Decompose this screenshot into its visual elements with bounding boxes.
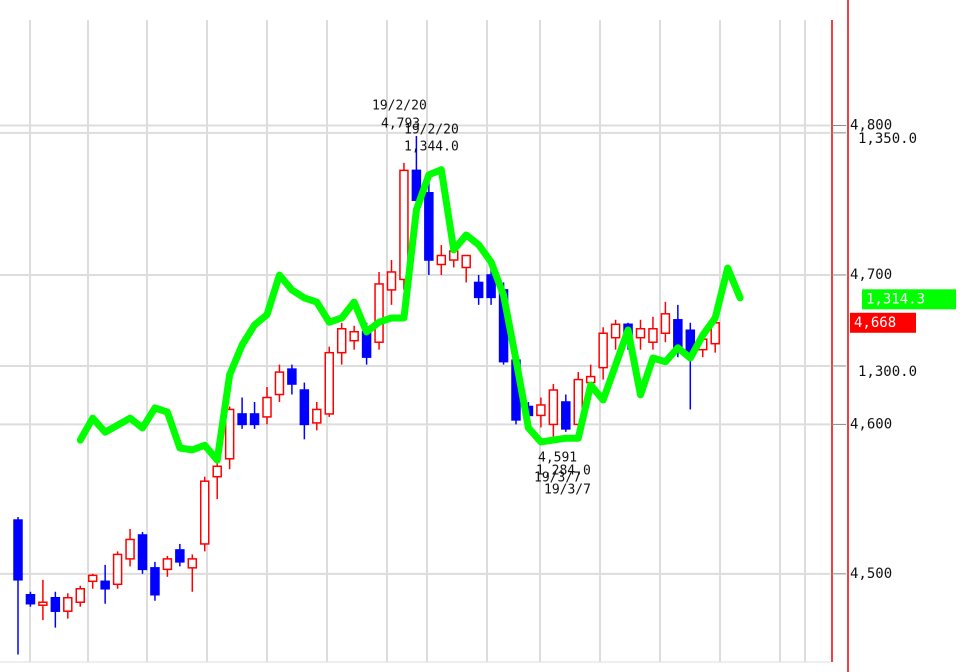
- candle-body: [635, 328, 646, 339]
- candle-body: [287, 368, 297, 385]
- line-series: [76, 166, 744, 464]
- candle-body: [224, 408, 235, 460]
- candle-body: [349, 330, 359, 342]
- candle-body: [200, 480, 210, 545]
- annotation: 4,793: [381, 117, 420, 132]
- candle-body: [324, 351, 334, 415]
- candle-body: [660, 313, 671, 334]
- candle-body: [100, 580, 110, 590]
- last-value-label: 4,668: [854, 315, 896, 331]
- candle-body: [13, 519, 23, 581]
- candle-body: [473, 281, 484, 299]
- candle-body: [312, 408, 322, 424]
- candle-body: [137, 534, 148, 571]
- candle-body: [262, 396, 272, 418]
- candle-body: [175, 549, 185, 563]
- candle-body: [125, 538, 135, 560]
- candle-body: [38, 601, 48, 606]
- y-tick-label: 4,700: [850, 267, 892, 283]
- candle-body: [598, 332, 608, 369]
- last-value-label: 1,314.3: [866, 291, 925, 307]
- candle-body: [274, 371, 285, 396]
- candle-body: [361, 330, 372, 358]
- candle-body: [336, 328, 347, 354]
- annotation: 1,284.0: [536, 464, 591, 479]
- candle-body: [249, 413, 260, 426]
- candle-body: [486, 274, 496, 299]
- candle-body: [150, 567, 160, 596]
- candle-body: [610, 323, 621, 339]
- y-tick-label: 4,600: [850, 416, 892, 432]
- candle-body: [63, 596, 73, 612]
- candle-body: [374, 283, 384, 343]
- candle-body: [436, 254, 447, 266]
- candle-body: [648, 328, 658, 343]
- last-value-box: [862, 289, 956, 310]
- candle-body: [25, 594, 36, 605]
- candle-body: [75, 588, 85, 603]
- last-value-box: [850, 312, 916, 333]
- candle-body: [187, 558, 198, 569]
- candle-body: [237, 413, 247, 426]
- annotation: 19/3/7: [544, 483, 591, 498]
- candle-body: [424, 192, 434, 261]
- candle-body: [561, 401, 571, 430]
- candle-body: [299, 389, 310, 426]
- y2-tick-label: 1,350.0: [858, 131, 917, 147]
- annotation: 4,591: [538, 451, 577, 466]
- candle-body: [461, 254, 471, 269]
- y2-tick-label: 1,300.0: [858, 364, 917, 380]
- candle-body: [399, 169, 409, 281]
- candle-body: [536, 404, 546, 417]
- candle-body: [548, 389, 559, 426]
- annotation: 1,344.0: [404, 140, 459, 155]
- annotation: 19/3/7: [534, 471, 581, 486]
- candle-body: [386, 271, 397, 291]
- candle-body: [162, 558, 173, 571]
- y-tick-label: 4,800: [850, 118, 892, 134]
- vertical-grid: [29, 20, 806, 662]
- annotation: 19/2/20: [372, 99, 427, 114]
- candle-body: [112, 553, 123, 586]
- candle-body: [50, 596, 61, 612]
- candle-body: [87, 574, 98, 583]
- candle-body: [212, 465, 222, 478]
- annotation: 19/2/20: [404, 123, 459, 138]
- y-tick-label: 4,500: [850, 566, 892, 582]
